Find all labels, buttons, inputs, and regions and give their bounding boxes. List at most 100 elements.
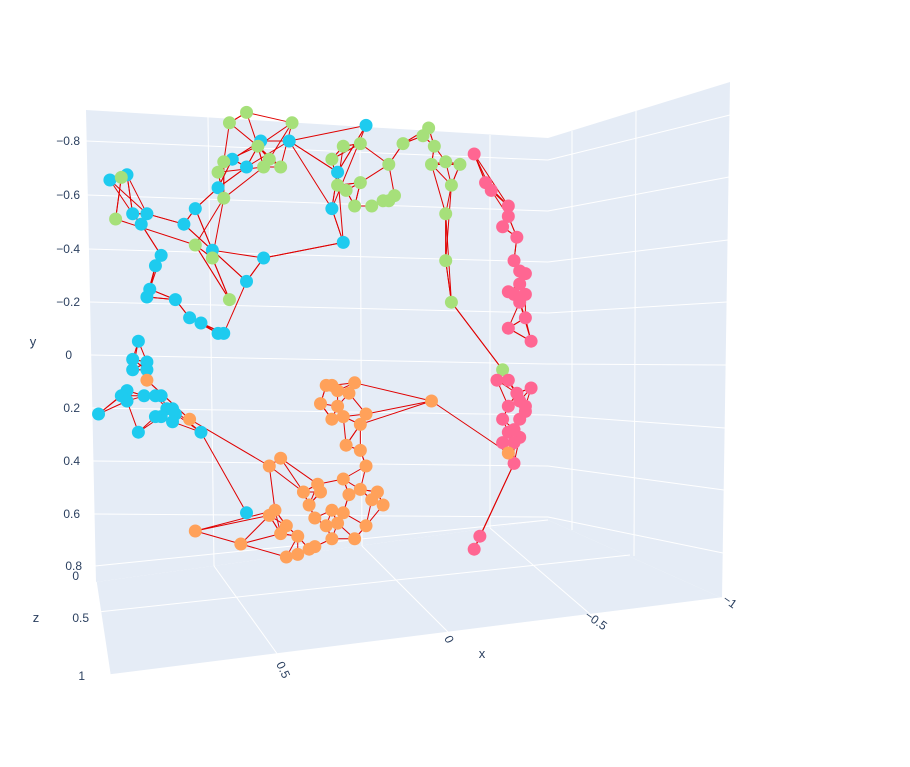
scatter-point[interactable]	[154, 248, 168, 262]
scatter-point[interactable]	[257, 251, 271, 265]
scatter-point[interactable]	[285, 116, 299, 130]
data-points[interactable]	[92, 105, 538, 564]
scatter-point[interactable]	[365, 199, 379, 213]
scatter-point[interactable]	[279, 550, 293, 564]
scatter-point[interactable]	[262, 508, 276, 522]
scatter-point[interactable]	[353, 417, 367, 431]
scatter-point[interactable]	[331, 399, 345, 413]
scatter-point[interactable]	[262, 459, 276, 473]
scatter-point[interactable]	[240, 105, 254, 119]
scatter-point[interactable]	[348, 376, 362, 390]
scatter-point[interactable]	[353, 176, 367, 190]
scatter-point[interactable]	[140, 363, 154, 377]
scatter-point[interactable]	[325, 412, 339, 426]
scatter-point[interactable]	[325, 152, 339, 166]
scatter-point[interactable]	[439, 155, 453, 169]
scatter-point[interactable]	[353, 443, 367, 457]
scatter-point[interactable]	[339, 438, 353, 452]
scatter-point[interactable]	[396, 137, 410, 151]
scatter-point[interactable]	[453, 157, 467, 171]
scatter-point[interactable]	[314, 397, 328, 411]
scatter-point[interactable]	[424, 157, 438, 171]
scatter-point[interactable]	[348, 532, 362, 546]
scatter-point[interactable]	[513, 277, 527, 291]
scatter-point[interactable]	[342, 488, 356, 502]
scatter-point[interactable]	[348, 199, 362, 213]
scatter-point[interactable]	[422, 121, 436, 135]
scatter-point[interactable]	[296, 485, 310, 499]
scatter-point[interactable]	[427, 139, 441, 153]
scatter-point[interactable]	[510, 230, 524, 244]
scatter-point[interactable]	[467, 542, 481, 556]
scatter-point[interactable]	[507, 436, 521, 450]
scatter-point[interactable]	[325, 532, 339, 546]
scatter-point[interactable]	[507, 456, 521, 470]
scatter-point[interactable]	[496, 220, 510, 234]
scatter-point[interactable]	[302, 498, 316, 512]
scatter-point[interactable]	[336, 410, 350, 424]
scatter-point[interactable]	[325, 202, 339, 216]
scatter-point[interactable]	[274, 160, 288, 174]
scatter-point[interactable]	[518, 287, 532, 301]
scatter-point[interactable]	[467, 147, 481, 161]
scatter-point[interactable]	[302, 542, 316, 556]
scatter-point[interactable]	[507, 254, 521, 268]
scatter-point[interactable]	[114, 170, 128, 184]
scatter-point[interactable]	[274, 527, 288, 541]
scatter-point[interactable]	[444, 178, 458, 192]
scatter-point[interactable]	[319, 519, 333, 533]
scatter-point[interactable]	[188, 524, 202, 538]
scatter-point[interactable]	[140, 373, 154, 387]
scatter-point[interactable]	[154, 389, 168, 403]
scatter-point[interactable]	[240, 160, 254, 174]
scatter-point[interactable]	[490, 373, 504, 387]
scatter-point[interactable]	[336, 139, 350, 153]
scatter-point[interactable]	[444, 295, 458, 309]
scatter-point[interactable]	[92, 407, 106, 421]
scatter-point[interactable]	[137, 389, 151, 403]
scatter-point[interactable]	[211, 181, 225, 195]
scatter-point[interactable]	[336, 506, 350, 520]
scatter-point[interactable]	[291, 529, 305, 543]
scatter-point[interactable]	[336, 472, 350, 486]
scatter-point[interactable]	[370, 485, 384, 499]
scatter-point[interactable]	[103, 173, 117, 187]
scatter-point[interactable]	[234, 537, 248, 551]
scatter-point[interactable]	[222, 116, 236, 130]
scatter-point[interactable]	[109, 212, 123, 226]
scatter-point[interactable]	[382, 157, 396, 171]
scatter-point[interactable]	[496, 363, 510, 377]
scatter-point[interactable]	[501, 209, 515, 223]
scatter-point[interactable]	[496, 436, 510, 450]
scatter-point[interactable]	[353, 482, 367, 496]
scatter-point[interactable]	[331, 516, 345, 530]
scatter-point[interactable]	[188, 202, 202, 216]
scatter-point[interactable]	[240, 274, 254, 288]
scatter-point[interactable]	[518, 311, 532, 325]
scatter-point[interactable]	[120, 394, 134, 408]
scatter-point[interactable]	[126, 207, 140, 221]
scatter-point[interactable]	[222, 293, 236, 307]
scatter-point[interactable]	[359, 118, 373, 132]
scatter-point[interactable]	[501, 199, 515, 213]
scatter-point[interactable]	[257, 160, 271, 174]
scatter-point[interactable]	[501, 285, 515, 299]
scatter-point[interactable]	[217, 326, 231, 340]
scatter-point[interactable]	[183, 311, 197, 325]
scatter-point[interactable]	[211, 165, 225, 179]
scatter-point[interactable]	[424, 394, 438, 408]
scatter-point[interactable]	[382, 194, 396, 208]
scatter-point[interactable]	[501, 373, 515, 387]
scatter-point[interactable]	[140, 290, 154, 304]
scatter-point[interactable]	[134, 217, 148, 231]
scatter-point[interactable]	[131, 425, 145, 439]
scatter-point[interactable]	[473, 529, 487, 543]
scatter-point[interactable]	[439, 254, 453, 268]
scatter-point[interactable]	[166, 415, 180, 429]
scatter-point[interactable]	[140, 207, 154, 221]
scatter-point[interactable]	[148, 259, 162, 273]
scatter-point[interactable]	[331, 384, 345, 398]
scatter-point[interactable]	[439, 207, 453, 221]
scatter-point[interactable]	[376, 498, 390, 512]
